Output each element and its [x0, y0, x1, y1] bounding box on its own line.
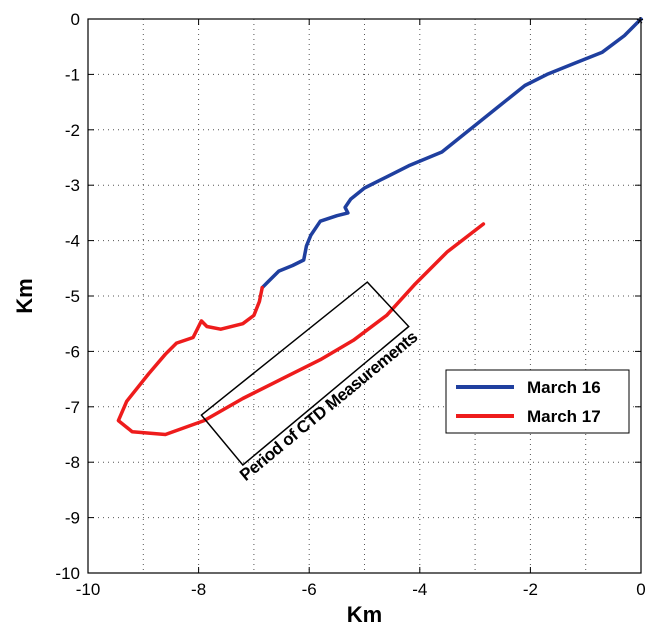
x-tick-label: -4 [412, 580, 427, 599]
x-axis-label: Km [347, 602, 382, 627]
y-tick-label: -7 [65, 398, 80, 417]
series-lines [116, 17, 643, 437]
ctd-period-box [200, 281, 410, 467]
grid [88, 19, 641, 573]
legend-label-march-16: March 16 [527, 378, 601, 397]
axis-ticks: -10 -8 -6 -4 -2 0 0 -1 -2 -3 -4 -5 -6 -7 -8 -9 -10 [55, 10, 645, 599]
x-tick-label: -6 [302, 580, 317, 599]
y-tick-label: -8 [65, 453, 80, 472]
y-tick-label: 0 [71, 10, 80, 29]
y-tick-label: -5 [65, 287, 80, 306]
y-tick-label: -6 [65, 342, 80, 361]
legend: March 16 March 17 [445, 369, 630, 434]
series-line-march-17 [116, 222, 486, 437]
y-tick-label: -9 [65, 509, 80, 528]
y-tick-label: -3 [65, 176, 80, 195]
y-tick-label: -2 [65, 121, 80, 140]
x-tick-label: -8 [191, 580, 206, 599]
y-axis-label: Km [12, 278, 37, 313]
y-tick-label: -4 [65, 232, 80, 251]
x-tick-label: 0 [636, 580, 645, 599]
legend-box [445, 369, 630, 434]
y-tick-label: -10 [55, 564, 80, 583]
x-tick-label: -10 [76, 580, 101, 599]
x-tick-label: -2 [523, 580, 538, 599]
start-marker: * [636, 14, 643, 34]
series-line-march-16 [260, 17, 643, 290]
y-tick-label: -1 [65, 65, 80, 84]
legend-label-march-17: March 17 [527, 407, 601, 426]
